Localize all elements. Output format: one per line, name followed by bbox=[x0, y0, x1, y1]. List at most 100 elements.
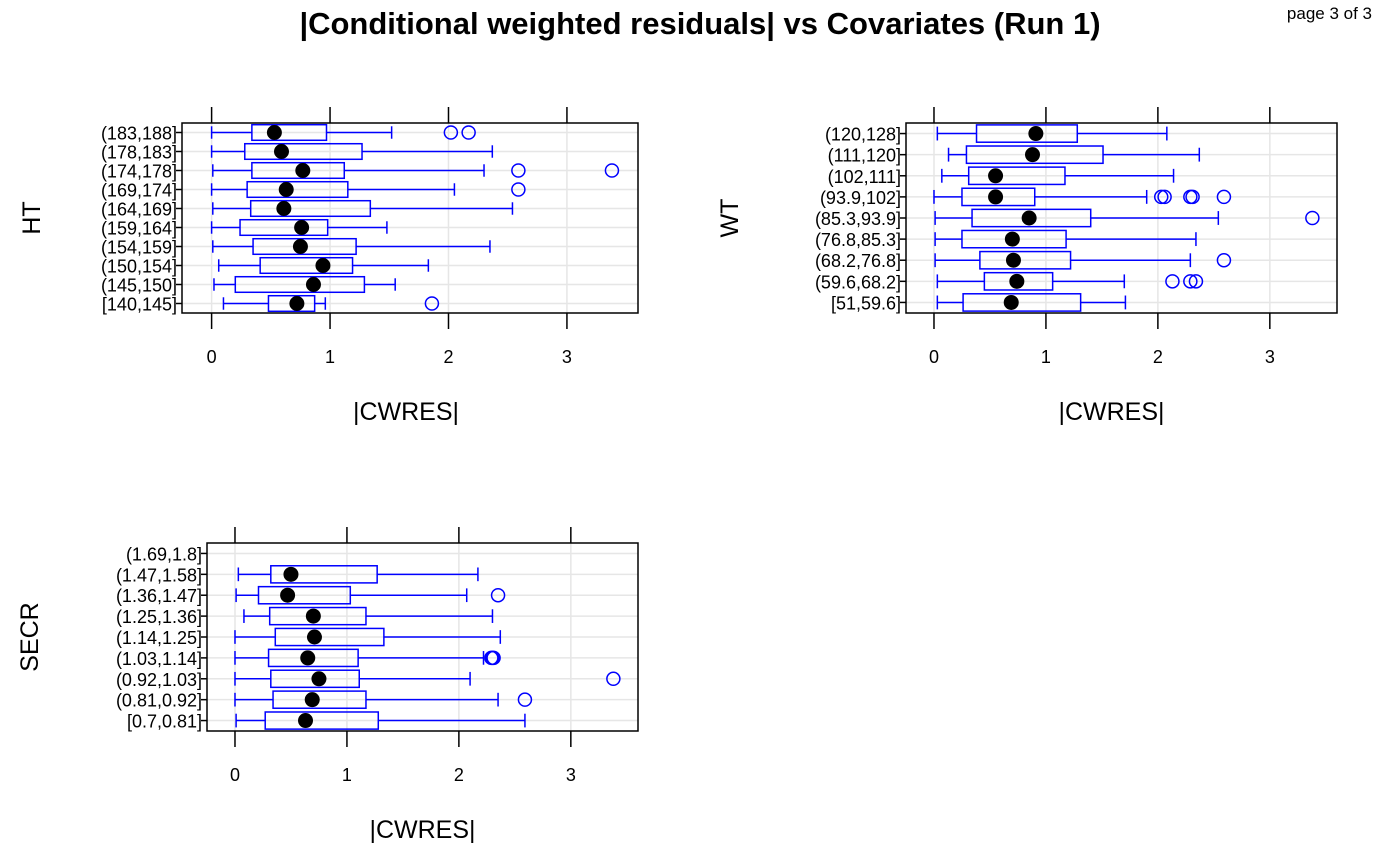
median-dot bbox=[988, 189, 1004, 205]
box-iqr bbox=[971, 208, 1092, 228]
category-label: (150,154] bbox=[101, 257, 177, 277]
category-label: (85.3,93.9] bbox=[815, 209, 901, 229]
category-label: (1.36,1.47] bbox=[116, 586, 202, 606]
box-iqr bbox=[975, 124, 1079, 143]
panel-ht: 0 1 2 3 [140,145](145,150](150,154](154,159]… bbox=[18, 107, 639, 426]
box-iqr bbox=[268, 606, 367, 626]
outlier-point bbox=[486, 650, 501, 666]
x-tick-label: 1 bbox=[1041, 347, 1051, 367]
outlier-point bbox=[461, 125, 476, 140]
x-axis-label: |CWRES| bbox=[353, 398, 459, 426]
box-iqr bbox=[983, 271, 1054, 291]
outlier-point bbox=[490, 587, 506, 603]
median-dot bbox=[1009, 273, 1025, 289]
box-iqr bbox=[270, 669, 360, 689]
median-dot bbox=[988, 168, 1004, 184]
category-label: (0.81,0.92] bbox=[116, 691, 202, 711]
box-iqr bbox=[270, 565, 378, 584]
category-label: (1.03,1.14] bbox=[116, 649, 202, 669]
x-tick-label: 2 bbox=[443, 347, 453, 367]
median-dot bbox=[295, 163, 311, 178]
x-tick-label: 0 bbox=[207, 347, 217, 367]
median-dot bbox=[1021, 210, 1037, 226]
category-label: (0.92,1.03] bbox=[116, 670, 202, 690]
median-dot bbox=[292, 239, 308, 254]
outlier-point bbox=[517, 692, 533, 707]
outlier-point bbox=[604, 163, 620, 178]
outlier-point bbox=[1165, 274, 1180, 289]
box-iqr bbox=[967, 166, 1066, 186]
category-label: (111,120] bbox=[828, 146, 901, 166]
x-tick-label: 1 bbox=[325, 347, 335, 367]
box-iqr bbox=[244, 142, 363, 161]
x-tick-label: 3 bbox=[566, 765, 576, 785]
outlier-point bbox=[1153, 189, 1169, 205]
plot-frame bbox=[206, 542, 639, 732]
category-label: (145,150] bbox=[101, 276, 177, 296]
outlier-point bbox=[1157, 189, 1172, 205]
box-iqr bbox=[962, 293, 1082, 312]
category-label: (1.69,1.8] bbox=[126, 544, 202, 564]
median-dot bbox=[1025, 147, 1041, 163]
box-iqr bbox=[251, 123, 328, 142]
box-iqr bbox=[274, 627, 385, 647]
median-dot bbox=[278, 182, 294, 197]
category-label: (1.25,1.36] bbox=[116, 607, 202, 627]
median-dot bbox=[311, 671, 327, 687]
category-label: (76.8,85.3] bbox=[815, 230, 901, 250]
category-label: (159,164] bbox=[101, 219, 177, 239]
category-label: [140,145] bbox=[102, 295, 177, 315]
x-tick-label: 0 bbox=[230, 765, 240, 785]
median-dot bbox=[1005, 252, 1021, 268]
outlier-point bbox=[1183, 274, 1198, 289]
x-axis-label: |CWRES| bbox=[369, 816, 475, 844]
box-iqr bbox=[272, 690, 367, 709]
category-label: [51,59.6] bbox=[831, 293, 901, 313]
median-dot bbox=[294, 220, 310, 235]
median-dot bbox=[305, 608, 321, 624]
x-tick-label: 2 bbox=[454, 765, 464, 785]
box-iqr bbox=[267, 294, 316, 313]
x-tick-label: 0 bbox=[929, 347, 939, 367]
median-dot bbox=[283, 566, 299, 582]
y-axis-label-ht: HT bbox=[18, 201, 46, 234]
box-iqr bbox=[961, 229, 1067, 249]
median-dot bbox=[273, 144, 289, 159]
box-iqr bbox=[252, 237, 357, 256]
page-indicator: page 3 of 3 bbox=[1287, 4, 1372, 23]
outlier-point bbox=[511, 182, 526, 197]
outlier-point bbox=[1185, 189, 1200, 205]
median-dot bbox=[1028, 126, 1044, 142]
median-dot bbox=[306, 629, 322, 645]
median-dot bbox=[280, 587, 296, 603]
category-label: [0.7,0.81] bbox=[127, 712, 202, 732]
outlier-point bbox=[1216, 252, 1232, 268]
category-label: (102,111] bbox=[828, 167, 901, 187]
box-iqr bbox=[267, 648, 359, 668]
median-dot bbox=[1004, 231, 1020, 247]
category-label: (178,183] bbox=[101, 143, 177, 163]
plot-frame bbox=[181, 122, 639, 314]
median-dot bbox=[315, 258, 331, 273]
box-iqr bbox=[961, 187, 1036, 207]
category-label: (59.6,68.2] bbox=[815, 272, 901, 292]
outlier-point bbox=[424, 296, 440, 311]
category-label: (183,188] bbox=[101, 124, 177, 144]
panel-wt: 0 1 2 3 [51,59.6](59.6,68.2](68.2,76.8](76.8… bbox=[716, 107, 1338, 426]
outlier-point bbox=[443, 125, 459, 140]
median-dot bbox=[304, 692, 320, 708]
median-dot bbox=[289, 296, 305, 311]
box-iqr bbox=[979, 250, 1072, 270]
category-label: (154,159] bbox=[101, 238, 177, 258]
plot-frame bbox=[905, 122, 1338, 314]
outlier-point bbox=[1305, 210, 1320, 226]
box-iqr bbox=[249, 199, 372, 218]
median-dot bbox=[266, 125, 282, 140]
category-label: (1.14,1.25] bbox=[116, 628, 202, 648]
x-tick-label: 1 bbox=[342, 765, 352, 785]
median-dot bbox=[1003, 294, 1019, 310]
y-axis-label-secr: SECR bbox=[16, 602, 44, 671]
x-tick-label: 2 bbox=[1153, 347, 1163, 367]
x-axis-label: |CWRES| bbox=[1058, 398, 1164, 426]
outlier-point bbox=[1216, 189, 1232, 205]
